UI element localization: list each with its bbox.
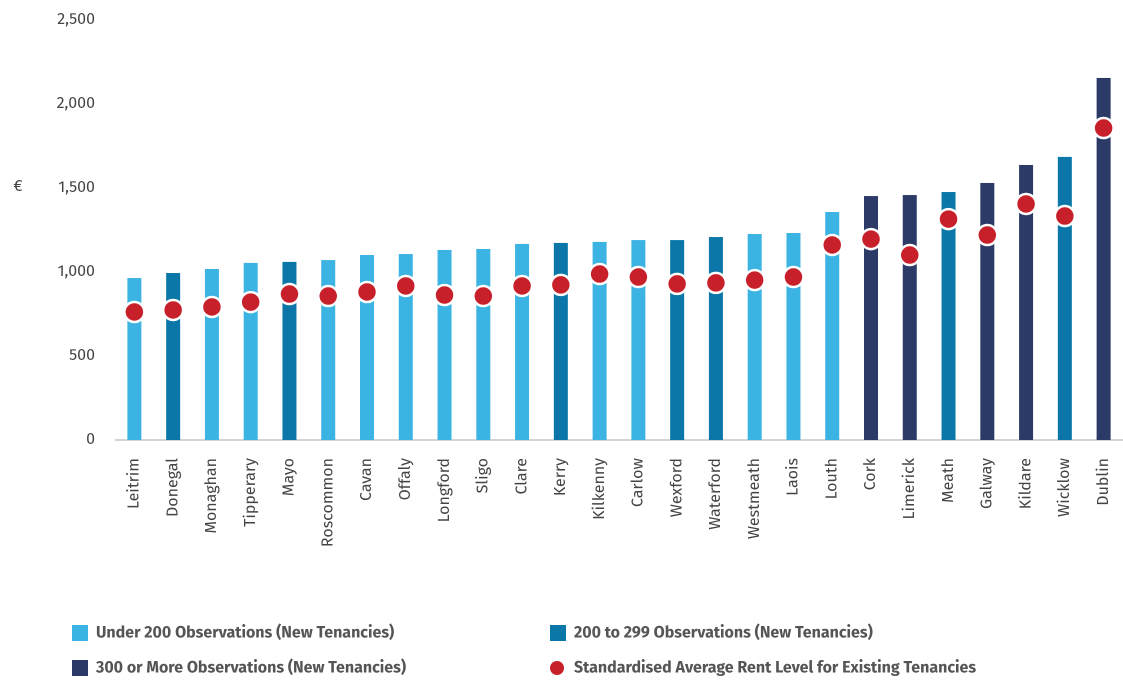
x-tick-label: Longford: [435, 458, 454, 522]
dot: [200, 295, 224, 319]
dot: [549, 273, 573, 297]
bar: [786, 233, 801, 440]
dot: [123, 300, 146, 324]
dot: [1053, 204, 1077, 228]
bar: [398, 254, 413, 440]
x-tick-label: Carlow: [629, 457, 648, 507]
bar: [437, 249, 452, 440]
bar: [902, 195, 917, 440]
legend-swatch: [550, 625, 566, 641]
x-tick-label: Cork: [861, 457, 880, 490]
x-tick-label: Cavan: [357, 458, 376, 501]
dot: [782, 265, 805, 289]
dot: [937, 207, 960, 231]
y-tick-label: 1,000: [58, 262, 95, 281]
legend-swatch: [72, 660, 88, 676]
legend-swatch: [72, 625, 88, 641]
x-tick-label: Kerry: [551, 458, 570, 496]
bar: [1057, 156, 1072, 441]
x-tick-label: Mayo: [280, 458, 299, 496]
x-tick-label: Donegal: [163, 458, 182, 517]
dot: [1092, 116, 1115, 140]
x-tick-label: Kilkenny: [590, 458, 609, 520]
x-tick-label: Leitrim: [125, 458, 144, 509]
legend-label: Under 200 Observations (New Tenancies): [96, 622, 394, 642]
legend-label: 300 or More Observations (New Tenancies): [95, 657, 406, 677]
dot: [394, 274, 418, 298]
dot: [355, 280, 379, 304]
dot: [510, 274, 534, 298]
bar: [864, 196, 878, 440]
bar: [282, 261, 297, 440]
bar: [592, 241, 607, 440]
x-tick-label: Clare: [512, 458, 531, 495]
x-tick-label: Limerick: [900, 457, 919, 519]
dot: [316, 284, 340, 308]
dot: [161, 298, 185, 322]
bar: [243, 262, 258, 440]
legend-label: 200 to 299 Observations (New Tenancies): [574, 622, 873, 642]
dot: [433, 283, 456, 307]
dot: [239, 290, 262, 314]
bar: [825, 212, 840, 440]
bar: [476, 248, 491, 440]
legend-swatch: [550, 661, 564, 675]
bar: [166, 273, 181, 440]
y-tick-label: 0: [86, 430, 95, 449]
y-tick-label: 2,000: [57, 94, 95, 113]
bar: [747, 234, 762, 440]
x-tick-label: Dublin: [1094, 458, 1113, 506]
bar: [515, 243, 530, 440]
y-tick-label: 500: [69, 346, 95, 365]
x-tick-label: Wexford: [667, 458, 686, 517]
dot: [976, 223, 999, 247]
x-tick-label: Kildare: [1016, 458, 1035, 509]
x-tick-label: Roscommon: [318, 458, 337, 547]
x-tick-label: Offaly: [396, 458, 415, 501]
x-tick-label: Galway: [978, 458, 997, 509]
bar: [204, 268, 219, 440]
dot: [859, 227, 883, 251]
dot: [704, 271, 728, 295]
x-tick-label: Monaghan: [202, 458, 221, 534]
legend-label: Standardised Average Rent Level for Exis…: [574, 658, 976, 677]
y-axis-label: €: [13, 177, 22, 196]
x-tick-label: Meath: [939, 458, 958, 503]
bar: [553, 242, 568, 440]
bar: [1019, 164, 1034, 440]
bar: [708, 237, 723, 440]
x-tick-label: Sligo: [474, 458, 493, 493]
dot: [1014, 192, 1038, 216]
y-tick-label: 1,500: [58, 178, 95, 197]
x-tick-label: Wicklow: [1055, 457, 1074, 517]
dot: [278, 282, 301, 306]
bar: [1096, 77, 1111, 441]
dot: [627, 265, 650, 289]
dot: [665, 272, 689, 296]
dot: [898, 243, 922, 267]
x-tick-label: Louth: [822, 458, 841, 499]
bar: [980, 182, 995, 440]
bar: [631, 240, 646, 440]
dot: [588, 262, 611, 286]
x-tick-label: Tipperary: [241, 458, 260, 527]
y-tick-label: 2,500: [57, 10, 95, 29]
x-tick-label: Laois: [784, 458, 803, 496]
dot: [820, 233, 844, 257]
dot: [743, 268, 766, 292]
bar: [941, 192, 956, 440]
dot: [472, 284, 495, 308]
x-tick-label: Waterford: [706, 458, 725, 530]
bar: [670, 240, 685, 440]
x-tick-label: Westmeath: [745, 458, 764, 539]
